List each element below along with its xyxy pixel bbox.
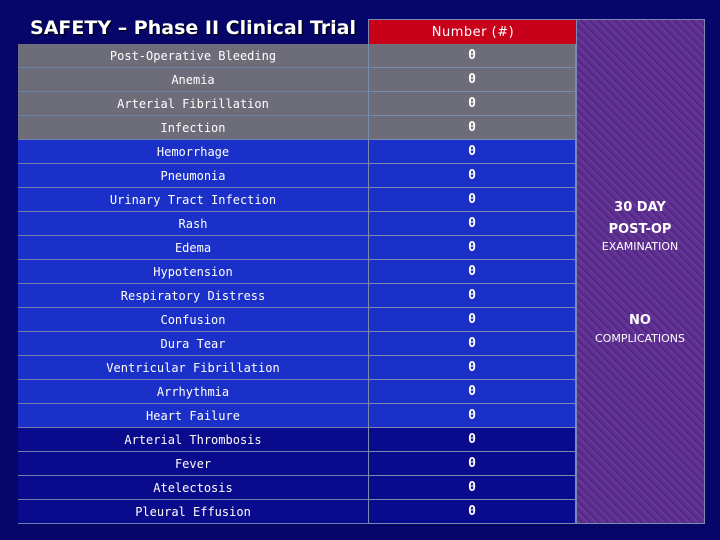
complication-count: 0 (368, 212, 576, 236)
complication-count: 0 (368, 92, 576, 116)
table-row: Arterial Fibrillation 0 (18, 92, 576, 116)
complication-count: 0 (368, 164, 576, 188)
complication-count: 0 (368, 356, 576, 380)
table-row: Hypotension 0 (18, 260, 576, 284)
complication-count: 0 (368, 236, 576, 260)
complication-name: Dura Tear (18, 332, 368, 356)
complication-name: Hemorrhage (18, 140, 368, 164)
complication-count: 0 (368, 140, 576, 164)
complication-name: Anemia (18, 68, 368, 92)
table-row: Arterial Thrombosis 0 (18, 428, 576, 452)
complication-name: Atelectosis (18, 476, 368, 500)
complication-count: 0 (368, 452, 576, 476)
side-text-complications: COMPLICATIONS (594, 332, 686, 345)
complication-count: 0 (368, 332, 576, 356)
complication-name: Heart Failure (18, 404, 368, 428)
complication-name: Pleural Effusion (18, 500, 368, 524)
complication-name: Hypotension (18, 260, 368, 284)
table-row: Hemorrhage 0 (18, 140, 576, 164)
table-row: Rash 0 (18, 212, 576, 236)
complication-name: Arterial Fibrillation (18, 92, 368, 116)
complication-name: Arterial Thrombosis (18, 428, 368, 452)
complication-count: 0 (368, 428, 576, 452)
table-row: Ventricular Fibrillation 0 (18, 356, 576, 380)
table-row: Dura Tear 0 (18, 332, 576, 356)
table-row: Arrhythmia 0 (18, 380, 576, 404)
complication-count: 0 (368, 476, 576, 500)
complication-name: Fever (18, 452, 368, 476)
page-title: SAFETY – Phase II Clinical Trial (30, 17, 356, 39)
table-row: Atelectosis 0 (18, 476, 576, 500)
table-row: Confusion 0 (18, 308, 576, 332)
table-row: Edema 0 (18, 236, 576, 260)
complication-count: 0 (368, 284, 576, 308)
table-row: Post-Operative Bleeding 0 (18, 44, 576, 68)
table-row: Respiratory Distress 0 (18, 284, 576, 308)
table-row: Heart Failure 0 (18, 404, 576, 428)
safety-table: Post-Operative Bleeding 0 Anemia 0 Arterial … (18, 44, 576, 524)
complication-count: 0 (368, 380, 576, 404)
complication-name: Urinary Tract Infection (18, 188, 368, 212)
table-row: Anemia 0 (18, 68, 576, 92)
complication-count: 0 (368, 500, 576, 524)
side-text-examination: EXAMINATION (601, 240, 679, 253)
complication-name: Ventricular Fibrillation (18, 356, 368, 380)
complication-name: Infection (18, 116, 368, 140)
side-text-30-day: 30 DAY (614, 200, 666, 215)
complication-count: 0 (368, 260, 576, 284)
table-row: Pleural Effusion 0 (18, 500, 576, 524)
complication-name: Arrhythmia (18, 380, 368, 404)
complication-name: Edema (18, 236, 368, 260)
complication-name: Post-Operative Bleeding (18, 44, 368, 68)
complication-name: Pneumonia (18, 164, 368, 188)
complication-name: Respiratory Distress (18, 284, 368, 308)
table-row: Fever 0 (18, 452, 576, 476)
complication-name: Confusion (18, 308, 368, 332)
side-panel (576, 19, 705, 524)
complication-count: 0 (368, 188, 576, 212)
table-row: Infection 0 (18, 116, 576, 140)
side-text-post-op: POST-OP (608, 222, 672, 237)
complication-count: 0 (368, 116, 576, 140)
side-text-no: NO (629, 313, 651, 328)
complication-name: Rash (18, 212, 368, 236)
complication-count: 0 (368, 308, 576, 332)
complication-count: 0 (368, 404, 576, 428)
complication-count: 0 (368, 44, 576, 68)
table-row: Urinary Tract Infection 0 (18, 188, 576, 212)
complication-count: 0 (368, 68, 576, 92)
table-row: Pneumonia 0 (18, 164, 576, 188)
column-header-number: Number (#) (368, 19, 578, 46)
